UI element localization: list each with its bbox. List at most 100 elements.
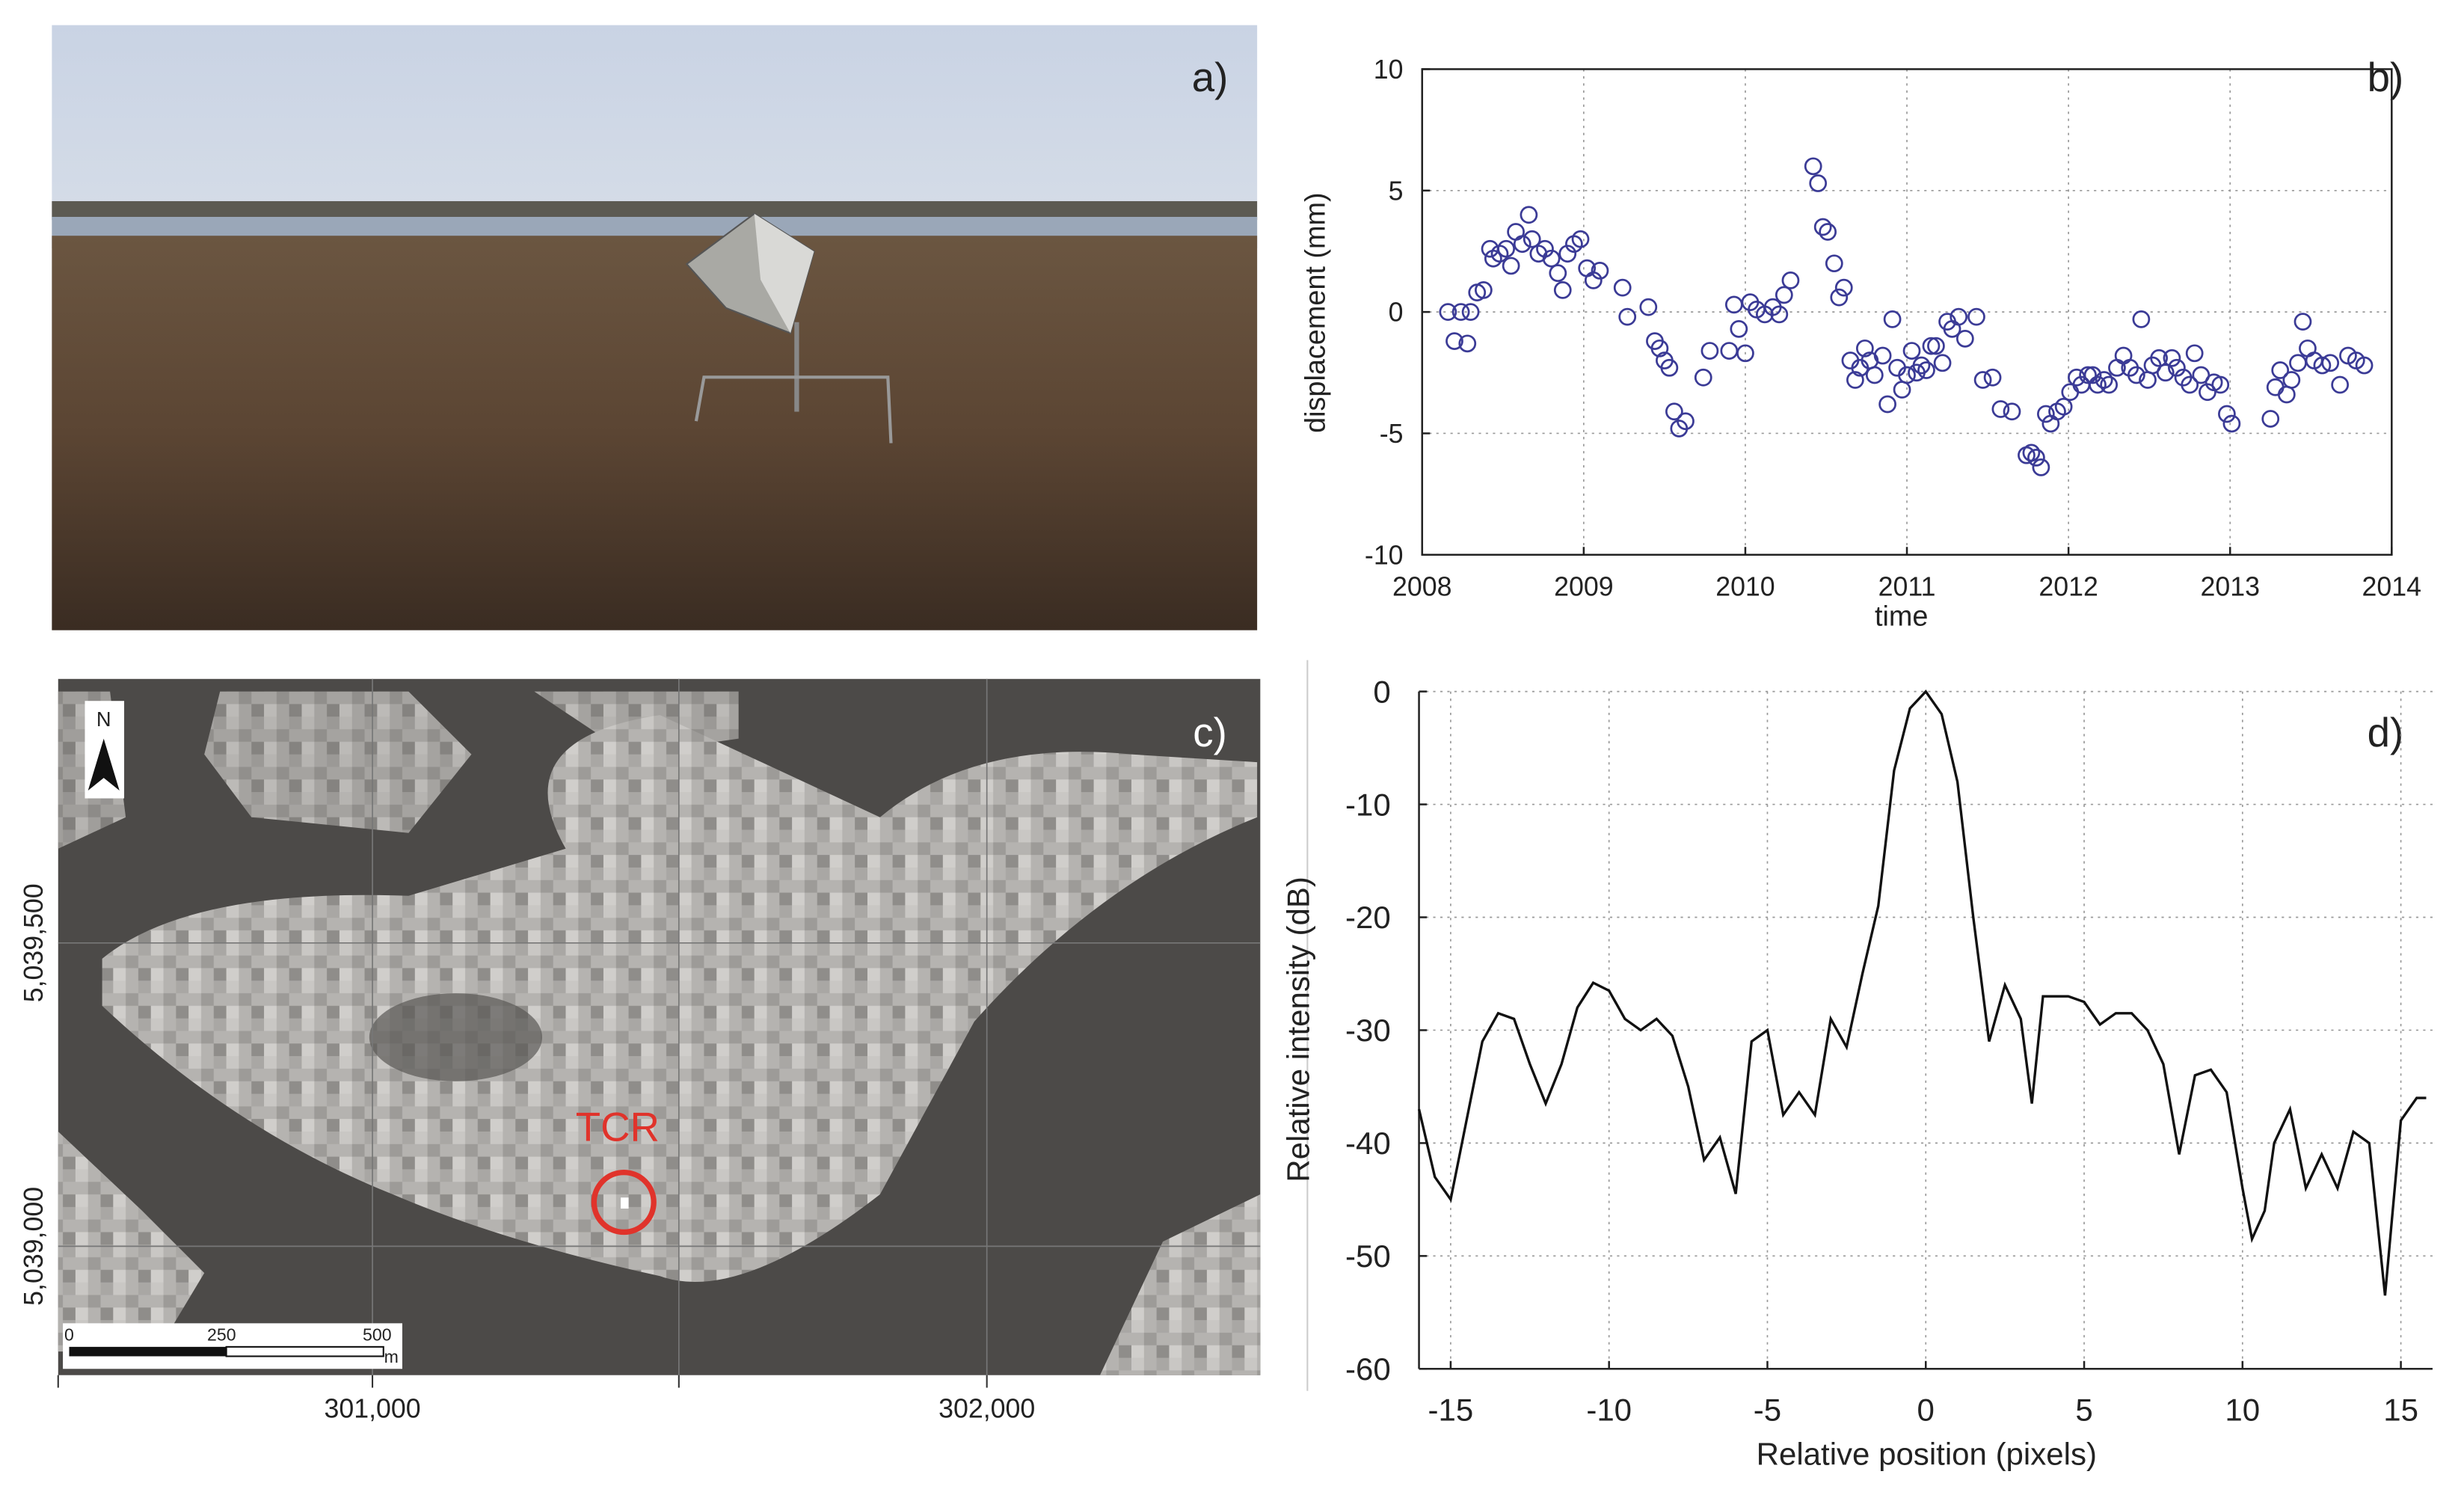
panel-label: d)	[2368, 710, 2404, 755]
data-point	[1973, 371, 1992, 389]
y-tick-label: -5	[1380, 419, 1404, 449]
data-point	[1950, 307, 1968, 326]
y-tick-label: 5	[1389, 176, 1404, 206]
data-point	[1536, 239, 1554, 258]
map-x-label: 302,000	[938, 1393, 1035, 1423]
data-point	[1902, 342, 1921, 360]
data-point	[2132, 310, 2151, 328]
data-point	[2185, 344, 2204, 363]
data-point	[1694, 368, 1712, 387]
data-point	[1873, 346, 1892, 365]
data-point	[2127, 366, 2145, 384]
data-point	[1523, 230, 1541, 248]
data-point	[2282, 371, 2301, 389]
data-point	[2181, 375, 2199, 394]
map-y-label: 5,039,000	[19, 1187, 49, 1306]
data-point	[1549, 264, 1567, 283]
data-point	[1898, 366, 1916, 384]
data-point	[2289, 354, 2307, 372]
data-point	[1804, 157, 1822, 176]
data-point	[1591, 262, 1609, 280]
data-point	[1893, 381, 1911, 399]
data-point	[2313, 356, 2332, 375]
data-point	[2095, 371, 2113, 389]
data-point	[2218, 405, 2236, 423]
scale-unit: m	[384, 1347, 399, 1366]
data-point	[1445, 332, 1463, 350]
y-tick-label: 0	[1389, 298, 1404, 328]
y-axis-label: Relative intensity (dB)	[1280, 877, 1315, 1182]
map-x-label: 301,000	[324, 1393, 420, 1423]
marker-label: TCR	[576, 1105, 660, 1150]
data-point	[1912, 356, 1931, 375]
data-point	[1700, 342, 1719, 360]
data-point	[2054, 397, 2073, 416]
data-point	[2100, 375, 2119, 394]
data-point	[2211, 375, 2230, 394]
scale-label: 250	[207, 1325, 236, 1344]
data-point	[1775, 286, 1793, 304]
x-axis-label: time	[1875, 601, 1928, 632]
x-tick-label: -10	[1586, 1393, 1632, 1428]
data-point	[1830, 288, 1849, 307]
y-tick-label: 10	[1374, 55, 1404, 85]
data-point	[1933, 354, 1952, 372]
data-point	[2355, 356, 2374, 375]
x-tick-label: 0	[1917, 1393, 1935, 1428]
data-point	[2150, 349, 2169, 367]
data-point	[2041, 414, 2060, 433]
data-point	[2114, 346, 2133, 365]
data-point	[2003, 402, 2021, 421]
data-point	[1613, 278, 1632, 297]
data-point	[2277, 385, 2296, 404]
data-point	[1639, 298, 1658, 316]
panel-label: b)	[2368, 55, 2404, 100]
y-tick-label: -40	[1345, 1126, 1391, 1161]
data-point	[1736, 344, 1754, 363]
x-axis-label: Relative position (pixels)	[1757, 1436, 2097, 1471]
y-tick-label: 0	[1373, 674, 1390, 709]
data-point	[1584, 271, 1603, 289]
data-point	[1439, 303, 1457, 321]
data-point	[1922, 337, 1941, 355]
y-tick-label: -50	[1345, 1239, 1391, 1274]
map	[57, 678, 1261, 1388]
data-point	[1507, 223, 1525, 241]
data-point	[1553, 281, 1572, 299]
data-point	[1497, 239, 1516, 258]
data-point	[1834, 278, 1853, 297]
y-tick-label: -10	[1365, 540, 1404, 570]
data-point	[1955, 329, 1974, 348]
data-point	[1781, 271, 1800, 289]
data-point	[1502, 257, 1520, 275]
data-point	[1665, 402, 1683, 421]
data-point	[1991, 400, 2010, 418]
data-point	[2331, 375, 2350, 394]
y-tick-label: -60	[1345, 1351, 1391, 1387]
data-point	[2294, 313, 2312, 331]
data-point	[1846, 371, 1864, 389]
y-axis-label: displacement (mm)	[1300, 192, 1331, 432]
data-point	[1724, 295, 1743, 314]
data-point	[1819, 223, 1837, 241]
data-point	[1917, 361, 1935, 379]
data-point	[1520, 206, 1538, 224]
data-point	[2299, 339, 2317, 357]
photo	[52, 25, 1258, 630]
data-point	[1558, 245, 1577, 263]
data-point	[2266, 378, 2285, 396]
x-tick-label: 2013	[2200, 571, 2259, 601]
data-point	[2037, 405, 2055, 423]
data-point	[1730, 319, 1748, 338]
data-point	[2032, 458, 2050, 476]
panel-label: a)	[1192, 55, 1229, 100]
data-point	[1451, 303, 1470, 321]
x-tick-label: 2012	[2039, 571, 2098, 601]
map-y-label: 5,039,500	[19, 883, 49, 1002]
x-tick-label: 2008	[1392, 571, 1451, 601]
data-point	[1513, 235, 1531, 254]
data-point	[2168, 358, 2186, 377]
data-point	[2022, 443, 2041, 462]
